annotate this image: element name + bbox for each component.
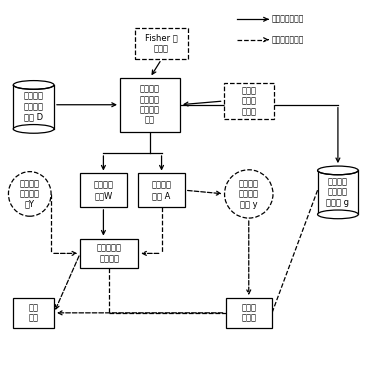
Bar	[80, 173, 127, 207]
Bar	[120, 78, 180, 132]
Ellipse shape	[13, 81, 54, 89]
Ellipse shape	[13, 125, 54, 133]
Bar	[135, 28, 188, 59]
Ellipse shape	[9, 172, 51, 216]
Text: Fisher 鉴
别分析: Fisher 鉴 别分析	[145, 34, 178, 53]
Text: 视图生成
函数W: 视图生成 函数W	[93, 181, 114, 200]
Text: 测试阶段数据流: 测试阶段数据流	[271, 35, 304, 44]
Text: 协同学习
权重 A: 协同学习 权重 A	[152, 181, 172, 200]
Text: 分类
结果: 分类 结果	[29, 303, 39, 323]
Bar	[226, 298, 272, 328]
Bar	[13, 298, 54, 328]
Text: 训练样本
多视图特
征集 D: 训练样本 多视图特 征集 D	[24, 92, 44, 122]
Bar	[13, 85, 54, 129]
Text: 多视图协
同完整鉴
别子空间
学习: 多视图协 同完整鉴 别子空间 学习	[140, 85, 160, 125]
Ellipse shape	[317, 166, 358, 175]
Text: 测试样本
多视图特
征Y: 测试样本 多视图特 征Y	[20, 179, 40, 209]
Bar	[80, 238, 138, 268]
Text: 迭代重加权
残差算法: 迭代重加权 残差算法	[97, 244, 122, 263]
Bar	[224, 84, 274, 119]
Text: 测试样本
完整特征
表示 y: 测试样本 完整特征 表示 y	[239, 179, 259, 209]
Text: 最近邻
分类器: 最近邻 分类器	[241, 303, 256, 323]
Text: 训练阶段数据流: 训练阶段数据流	[271, 15, 304, 24]
Bar	[138, 173, 185, 207]
Text: 多视图
协同学
习策略: 多视图 协同学 习策略	[241, 86, 256, 116]
Text: 训练样本
完整特征
表示集 g: 训练样本 完整特征 表示集 g	[326, 177, 349, 207]
Ellipse shape	[317, 210, 358, 219]
Ellipse shape	[224, 170, 273, 218]
Bar	[317, 170, 358, 214]
